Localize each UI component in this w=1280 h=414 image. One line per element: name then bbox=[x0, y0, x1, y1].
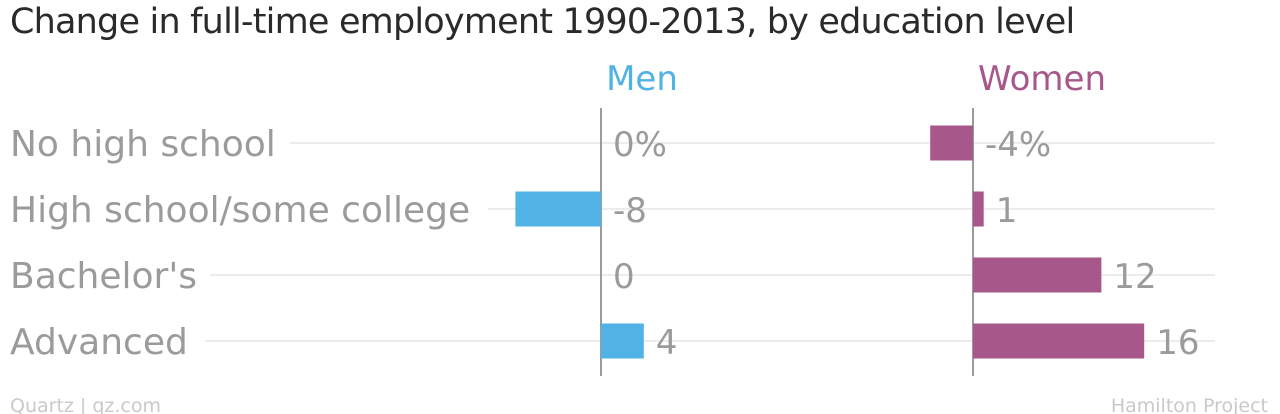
bar bbox=[930, 125, 973, 161]
data-label: 16 bbox=[1156, 323, 1199, 363]
category-label: Bachelor's bbox=[10, 256, 197, 297]
chart-title: Change in full-time employment 1990-2013… bbox=[10, 2, 1075, 42]
category-label: High school/some college bbox=[10, 190, 470, 231]
bar bbox=[515, 191, 601, 227]
category-label: Advanced bbox=[10, 322, 188, 363]
data-label: 4 bbox=[656, 323, 678, 363]
data-label: -8 bbox=[613, 191, 647, 231]
series-header: Men bbox=[606, 59, 678, 99]
footer-source-left: Quartz | qz.com bbox=[10, 395, 161, 414]
data-label: 0% bbox=[613, 125, 667, 165]
data-label: 12 bbox=[1113, 257, 1156, 297]
bar bbox=[973, 191, 984, 227]
bar bbox=[973, 257, 1102, 293]
data-label: 0 bbox=[613, 257, 635, 297]
footer-source-right: Hamilton Project bbox=[1111, 395, 1268, 414]
bar bbox=[973, 323, 1145, 359]
data-label: 1 bbox=[996, 191, 1018, 231]
data-label: -4% bbox=[985, 125, 1051, 165]
bar bbox=[601, 323, 644, 359]
series-header: Women bbox=[978, 59, 1106, 99]
category-label: No high school bbox=[10, 124, 276, 165]
